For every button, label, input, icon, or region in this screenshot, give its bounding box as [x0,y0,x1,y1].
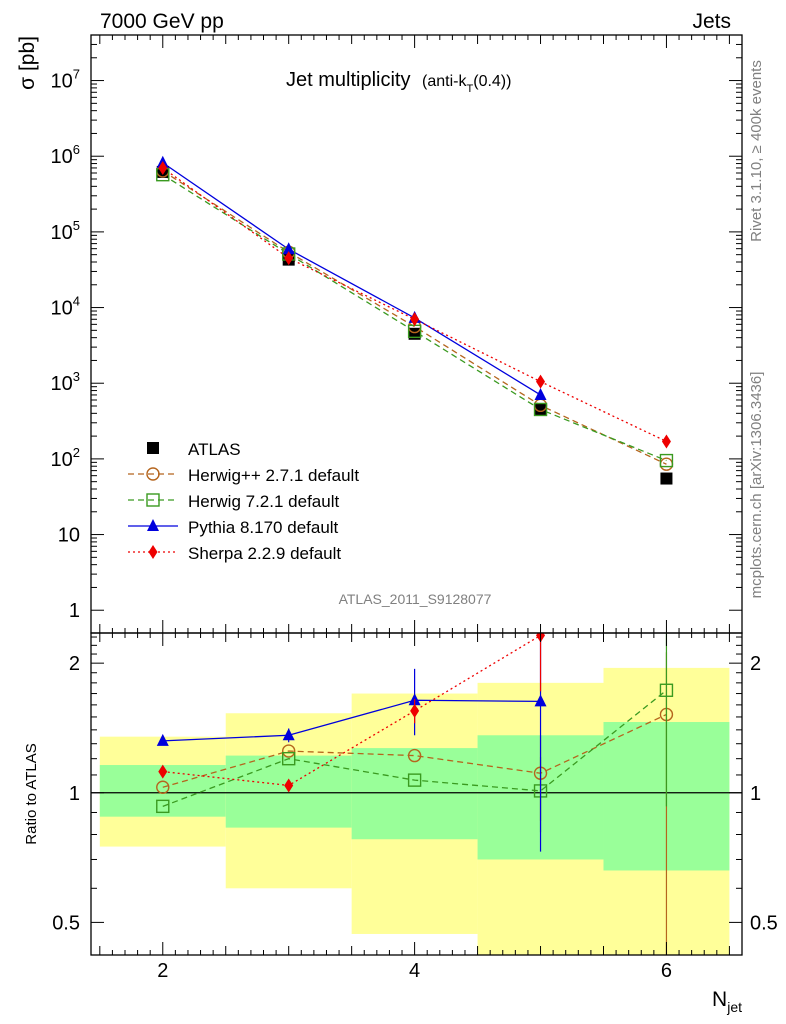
legend-marker [147,519,159,531]
ratio-data-point [281,751,296,766]
ratio-y-tick-label-right: 1 [750,783,761,805]
legend-label: Pythia 8.170 default [188,518,339,537]
x-tick-label: 2 [157,960,168,982]
chart-title: Jet multiplicity (anti-kT(0.4)) [286,69,511,95]
ratio-y-label: Ratio to ATLAS [23,743,40,844]
ratio-axes: 0.5 0.5 1 1 2 2 2 4 6 [52,633,778,982]
ratio-data-point [281,744,296,758]
y-tick-base: 10 [51,71,73,93]
ratio-panel: 0.5 0.5 1 1 2 2 2 4 6 Ratio to ATLAS Njet [23,632,778,1015]
y-tick-base: 10 [51,373,73,395]
uncertainty-band-inner [351,748,478,840]
y-axis-label: σ [pb] [16,36,39,90]
data-point [534,387,547,400]
legend: ATLAS Herwig++ 2.7.1 default Herwig 7.2.1 … [128,440,359,563]
chart-title-end: (0.4)) [473,73,511,90]
x-tick-label: 6 [661,960,672,982]
data-point [410,312,420,327]
data-point [536,374,546,389]
y-tick-label: 102 [51,445,80,471]
legend-marker [146,467,160,481]
ratio-series-group [156,633,674,955]
ratio-data-point [407,773,422,787]
data-point [659,453,674,468]
ratio-series-line [162,699,541,742]
y-tick-exp: 3 [73,369,80,384]
x-axis-label-main: N [712,988,727,1011]
y-tick-label: 104 [51,294,80,320]
ratio-y-tick-label-right: 2 [750,653,761,675]
ratio-frame [90,632,743,956]
ratio-y-tick-label: 1 [69,783,80,805]
ratio-y-tick-label-right: 0.5 [750,912,778,934]
series-line [162,170,667,465]
legend-marker [148,545,158,559]
header-left: 7000 GeV pp [100,10,224,33]
y-tick-label: 105 [51,218,80,244]
legend-label: Herwig++ 2.7.1 default [188,466,359,485]
data-point [660,472,673,485]
ratio-data-point [156,733,169,746]
data-point [534,403,547,416]
ratio-data-point [659,683,674,697]
y-tick-base: 10 [51,222,73,244]
legend-label: Herwig 7.2.1 default [188,492,339,511]
ratio-data-point [158,764,168,779]
legend-label: Sherpa 2.2.9 default [188,544,341,563]
x-tick-label: 4 [409,960,420,982]
ratio-series-line [162,713,667,788]
y-tick-label: 106 [51,142,80,168]
mcplots-label: mcplots.cern.ch [arXiv:1306.3436] [748,372,765,599]
data-point [158,160,168,175]
legend-label: ATLAS [188,440,241,459]
header-right: Jets [692,10,731,33]
ratio-series-line [162,689,667,807]
ratio-data-point [156,799,170,814]
ratio-y-tick-label: 2 [69,653,80,675]
ratio-data-point [282,728,295,741]
y-tick-label: 10 [58,525,80,547]
chart-title-sub: T [467,83,474,95]
ratio-series-clipped [156,633,674,955]
data-point [284,251,294,266]
y-tick-exp: 7 [73,67,80,82]
main-series-group [156,155,674,485]
legend-marker [147,442,159,454]
y-tick-exp: 2 [73,445,80,460]
rivet-label: Rivet 3.1.10, ≥ 400k events [748,60,765,242]
ratio-data-point [156,780,170,794]
ratio-y-tick-label: 0.5 [52,912,80,934]
series-line [162,162,541,396]
ratio-data-point [534,694,547,707]
data-point [661,434,671,449]
chart-title-suffix: (anti-k [422,73,467,90]
data-point [282,242,295,255]
y-tick-base: 10 [51,298,73,320]
ratio-data-point [410,703,420,718]
y-tick-base: 10 [51,449,73,471]
chart-title-main: Jet multiplicity [286,69,410,91]
x-axis-label-sub: jet [726,999,742,1015]
legend-marker [146,493,160,507]
ratio-data-point [284,778,294,793]
y-tick-exp: 4 [73,294,80,309]
y-tick-exp: 5 [73,218,80,233]
analysis-label: ATLAS_2011_S9128077 [339,591,492,607]
series-line [162,167,667,443]
x-axis-label: Njet [712,988,742,1015]
ratio-data-point [407,748,422,763]
y-tick-exp: 6 [73,142,80,157]
data-point [533,402,548,417]
y-tick-label: 103 [51,369,80,395]
series-line [162,174,667,462]
y-tick-label: 1 [69,600,80,622]
y-tick-base: 10 [51,146,73,168]
y-tick-label: 107 [51,67,80,93]
